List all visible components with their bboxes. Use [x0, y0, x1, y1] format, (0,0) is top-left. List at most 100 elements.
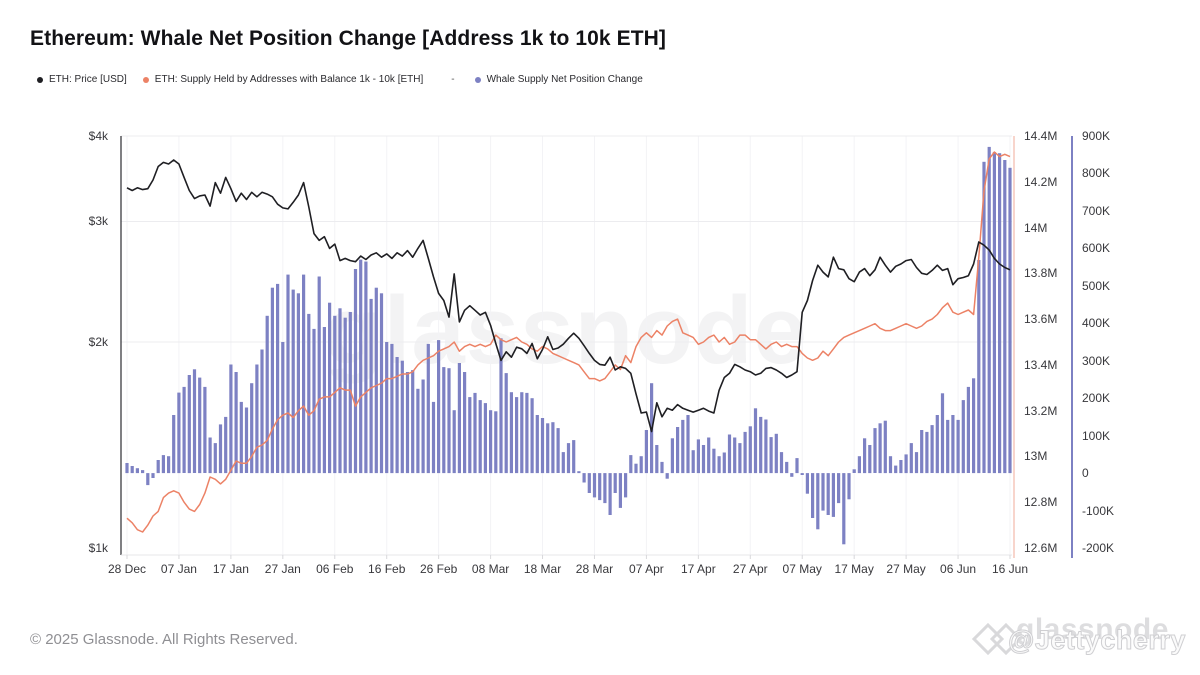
net-position-bar	[722, 452, 726, 474]
net-position-bar	[296, 293, 300, 474]
net-position-bar	[774, 433, 778, 474]
net-position-bar	[878, 423, 882, 474]
net-axis-label: 100K	[1082, 428, 1111, 443]
net-position-bar	[972, 378, 976, 474]
net-position-bar	[395, 357, 399, 474]
net-position-bar	[857, 456, 861, 474]
net-position-bar	[431, 401, 436, 474]
watermark-brand-text: glassnode	[1016, 613, 1169, 646]
net-position-bar	[473, 392, 477, 474]
net-position-bar	[634, 463, 638, 474]
net-position-bar	[629, 455, 633, 474]
net-position-bar	[182, 386, 186, 473]
supply-axis-label: 12.6M	[1024, 541, 1058, 555]
net-axis-label: -100K	[1082, 503, 1115, 518]
supply-axis-label: 13.4M	[1024, 357, 1058, 372]
net-position-bar	[769, 437, 773, 474]
net-position-bar	[520, 392, 524, 474]
net-position-bar	[374, 287, 378, 474]
net-position-bar	[946, 419, 950, 474]
net-position-bar	[624, 473, 628, 498]
net-position-bar	[717, 456, 721, 474]
net-position-bar	[582, 473, 586, 483]
net-position-bar	[281, 342, 285, 474]
net-position-bar	[338, 308, 342, 474]
net-position-bar	[135, 468, 139, 474]
net-position-bar	[935, 415, 939, 474]
net-position-bar	[998, 153, 1002, 474]
net-position-bar	[852, 469, 856, 473]
supply-axis-label: 14.4M	[1024, 129, 1058, 143]
net-position-bar	[868, 445, 872, 474]
net-position-bar	[873, 428, 877, 473]
net-position-bar	[234, 372, 238, 474]
net-position-bar	[805, 473, 809, 494]
net-position-bar	[426, 343, 430, 474]
net-position-bar	[987, 146, 991, 474]
net-position-bar	[421, 379, 425, 474]
net-position-bar	[499, 338, 503, 474]
legend-label: ETH: Supply Held by Addresses with Balan…	[154, 74, 424, 85]
net-position-bar	[894, 465, 898, 474]
net-position-bar	[738, 443, 742, 474]
net-position-bar	[956, 419, 960, 474]
net-position-bar	[977, 260, 981, 474]
net-position-bar	[146, 473, 150, 486]
glassnode-watermark: glassnode	[324, 277, 808, 384]
net-position-bar	[535, 415, 539, 474]
net-position-bar	[904, 454, 908, 474]
net-position-bar	[483, 403, 487, 474]
date-axis-label: 06 Feb	[316, 562, 354, 576]
net-position-bar	[364, 261, 368, 474]
net-position-bar	[733, 437, 737, 474]
net-position-bar	[218, 424, 223, 474]
net-position-bar	[951, 415, 955, 474]
supply-axis-label: 13.2M	[1024, 403, 1058, 418]
net-position-bar	[250, 383, 254, 474]
net-position-bar	[468, 397, 472, 474]
price-axis-label: $1k	[88, 541, 108, 555]
legend-item-whale-net-position[interactable]: Whale Supply Net Position Change	[474, 74, 643, 85]
net-position-bar	[260, 349, 264, 474]
date-axis-label: 16 Jun	[991, 562, 1029, 576]
price-series-dot-icon	[37, 76, 43, 83]
net-position-bar	[276, 283, 280, 473]
date-axis-label: 26 Feb	[419, 562, 458, 576]
net-position-bar	[328, 302, 332, 474]
legend-separator: -	[451, 74, 455, 85]
net-position-bar	[286, 274, 290, 474]
net-position-bar	[192, 369, 197, 473]
net-position-bar	[785, 461, 789, 474]
net-position-bar	[478, 400, 482, 474]
net-position-bar	[566, 443, 571, 474]
net-position-bar	[400, 360, 404, 474]
net-position-bar	[608, 473, 612, 515]
net-position-bar	[863, 438, 867, 474]
legend-item-eth-supply[interactable]: ETH: Supply Held by Addresses with Balan…	[142, 74, 424, 85]
date-axis-label: 07 Apr	[629, 562, 664, 576]
net-position-series-dot-icon	[474, 76, 481, 83]
price-axis-label: $3k	[88, 214, 108, 229]
net-position-bar	[816, 473, 820, 530]
net-position-bar	[764, 419, 768, 474]
net-position-bar	[208, 437, 212, 474]
net-position-bar	[800, 473, 804, 475]
supply-axis-label: 13.6M	[1024, 312, 1058, 327]
net-position-bar	[265, 315, 269, 474]
net-position-bar	[530, 398, 534, 474]
net-position-bar	[779, 452, 784, 474]
net-position-bar	[603, 473, 607, 504]
net-position-bar	[696, 439, 700, 474]
watermark-handle-text: @Jettycherry	[1008, 625, 1186, 656]
net-axis-label: 700K	[1082, 203, 1111, 218]
net-position-bar	[167, 456, 171, 474]
supply-axis-label: 14M	[1024, 220, 1048, 235]
date-axis-label: 08 Mar	[471, 562, 510, 576]
line-series	[126, 151, 1011, 533]
net-axis-label: 300K	[1082, 353, 1111, 368]
net-position-bar	[198, 377, 202, 474]
legend-item-eth-price[interactable]: ETH: Price [USD]	[37, 74, 127, 85]
net-position-bar	[551, 422, 555, 474]
date-axis-label: 17 Apr	[680, 562, 716, 576]
